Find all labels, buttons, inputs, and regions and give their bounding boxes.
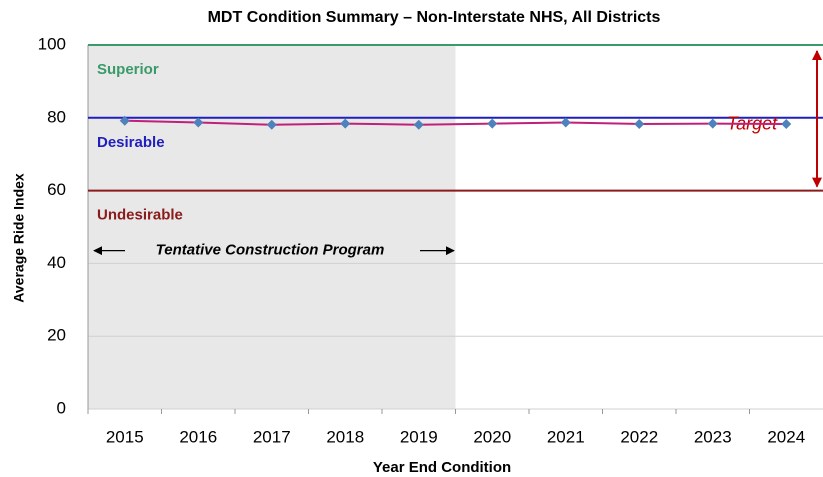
data-point <box>634 118 645 129</box>
y-tick-label: 80 <box>47 107 66 126</box>
y-tick-label: 60 <box>47 180 66 199</box>
y-tick-label: 0 <box>57 398 66 417</box>
x-tick-label: 2015 <box>106 427 144 446</box>
x-tick-label: 2022 <box>620 427 658 446</box>
chart-title: MDT Condition Summary – Non-Interstate N… <box>208 9 661 26</box>
y-tick-label: 40 <box>47 253 66 272</box>
data-point <box>487 118 498 129</box>
threshold-label: Superior <box>97 61 159 78</box>
data-point <box>119 115 130 126</box>
x-tick-label: 2016 <box>179 427 217 446</box>
x-axis-label: Year End Condition <box>373 459 511 476</box>
x-tick-label: 2020 <box>473 427 511 446</box>
data-point <box>193 117 204 128</box>
y-tick-label: 20 <box>47 326 66 345</box>
data-point <box>707 118 718 129</box>
x-tick-label: 2018 <box>326 427 364 446</box>
x-tick-label: 2017 <box>253 427 291 446</box>
threshold-label: Undesirable <box>97 207 183 224</box>
data-point <box>413 119 424 130</box>
data-point <box>560 117 571 128</box>
data-point <box>266 119 277 130</box>
data-point <box>781 118 792 129</box>
threshold-label: Desirable <box>97 134 165 151</box>
x-tick-label: 2019 <box>400 427 438 446</box>
x-tick-label: 2021 <box>547 427 585 446</box>
x-tick-label: 2023 <box>694 427 732 446</box>
y-tick-label: 100 <box>38 34 66 53</box>
x-tick-label: 2024 <box>767 427 805 446</box>
y-axis-label: Average Ride Index <box>11 173 27 303</box>
shaded-region <box>88 45 456 409</box>
annotation: Tentative Construction Program <box>156 242 385 259</box>
data-point <box>340 118 351 129</box>
data-line <box>124 119 787 126</box>
